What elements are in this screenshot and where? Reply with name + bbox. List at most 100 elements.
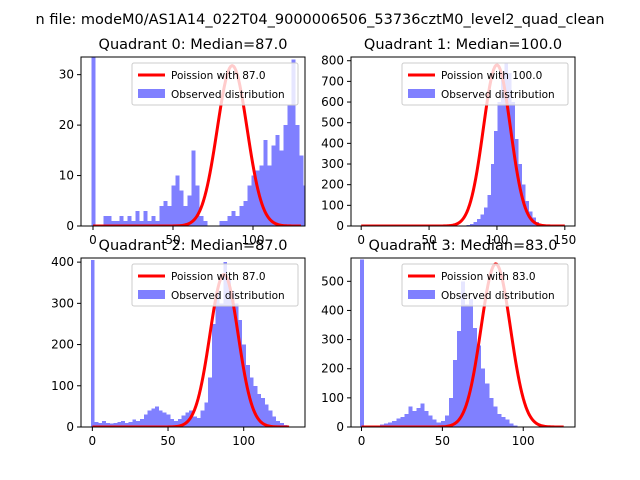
- histogram-bar: [193, 416, 197, 427]
- legend-observed-swatch: [138, 89, 165, 98]
- histogram-bar: [404, 413, 409, 427]
- histogram-bar: [497, 102, 502, 226]
- y-tick-label: 400: [321, 303, 344, 317]
- histogram-bar: [420, 403, 425, 427]
- y-tick-label: 200: [321, 178, 344, 192]
- histogram-bar: [124, 422, 129, 427]
- histogram-bar: [196, 417, 201, 427]
- histogram-bar: [509, 423, 514, 427]
- histogram-bar: [440, 421, 445, 427]
- histogram-bar: [388, 422, 393, 427]
- histogram-bar: [211, 323, 216, 427]
- histogram-bar: [215, 290, 220, 427]
- histogram-bar: [473, 221, 477, 226]
- histogram-bar: [272, 416, 277, 427]
- y-tick-label: 20: [59, 118, 74, 132]
- histogram-bar: [400, 416, 405, 427]
- histogram-bar: [283, 125, 288, 226]
- histogram-bar: [291, 59, 296, 226]
- legend-fit-label: Poission with 87.0: [171, 70, 266, 82]
- histogram-bar: [476, 218, 481, 226]
- histogram-bar: [444, 415, 449, 427]
- y-tick-label: 200: [321, 362, 344, 376]
- histogram-bar: [253, 385, 258, 427]
- histogram-bar: [511, 102, 515, 226]
- legend-fit-label: Poission with 83.0: [441, 271, 536, 283]
- histogram-bar: [171, 185, 176, 226]
- x-tick-label: 100: [232, 434, 255, 448]
- y-tick-label: 100: [321, 198, 344, 212]
- histogram-bar: [275, 135, 280, 226]
- axes-frame: [350, 257, 576, 428]
- y-tick-label: 200: [51, 338, 74, 352]
- histogram-bar: [255, 170, 260, 226]
- y-tick-label: 0: [66, 420, 74, 434]
- histogram-bar: [195, 185, 200, 226]
- legend-observed-swatch: [138, 290, 165, 299]
- histogram-bar: [231, 210, 236, 226]
- legend-observed-swatch: [408, 89, 435, 98]
- histogram-bar: [174, 420, 178, 427]
- histogram-bar: [175, 175, 180, 226]
- histogram-bar: [323, 216, 327, 226]
- y-tick-label: 30: [59, 68, 74, 82]
- y-tick-label: 300: [51, 296, 74, 310]
- plot-area: [360, 62, 566, 226]
- histogram-bar: [128, 422, 133, 427]
- histogram-bar: [158, 410, 163, 427]
- poisson-fit-line: [360, 63, 566, 226]
- histogram-bar: [91, 57, 96, 226]
- histogram-bar: [465, 304, 470, 427]
- histogram-bar: [239, 205, 244, 226]
- histogram-bar: [143, 414, 148, 427]
- y-tick-label: 700: [321, 74, 344, 88]
- histogram-bar: [276, 420, 281, 427]
- histogram-bar: [514, 139, 519, 226]
- histogram-bar: [159, 205, 164, 226]
- histogram-bar: [123, 220, 128, 226]
- x-tick-label: 100: [512, 434, 535, 448]
- histogram-bar: [147, 410, 152, 427]
- histogram-bar: [162, 412, 167, 427]
- histogram-bar: [235, 215, 240, 226]
- histogram-bar: [136, 420, 141, 427]
- legend-box: [401, 62, 569, 106]
- poisson-fit-line: [92, 64, 302, 226]
- histogram-bar: [132, 419, 137, 427]
- histogram-bar: [261, 398, 265, 427]
- histogram-bar: [251, 175, 256, 226]
- histogram-bar: [497, 413, 502, 427]
- legend-fit-label: Poission with 87.0: [171, 271, 266, 283]
- histogram-bar: [416, 408, 421, 427]
- histogram-bar: [490, 164, 495, 226]
- histogram-bar: [131, 220, 136, 226]
- histogram-bar: [223, 220, 228, 226]
- legend-observed-label: Observed distribution: [441, 89, 555, 101]
- plot-area: [90, 260, 290, 427]
- axes-frame: [80, 257, 306, 428]
- histogram-bar: [469, 223, 474, 226]
- histogram-bar: [452, 359, 457, 427]
- histogram-bar: [481, 368, 486, 427]
- quadrant-3-panel: 0 50 100 0 100 200 300 400 500 Poission with 83.0…: [321, 238, 576, 448]
- x-tick-label: 0: [358, 434, 366, 448]
- histogram-bar: [115, 220, 120, 226]
- axes-frame: [350, 56, 576, 227]
- y-tick-label: 10: [59, 169, 74, 183]
- legend-box: [131, 62, 299, 106]
- histogram-bar: [223, 262, 228, 427]
- histogram-bar: [113, 422, 118, 427]
- histogram-bar: [259, 165, 264, 226]
- histogram-bar: [181, 415, 186, 427]
- histogram-bar: [408, 406, 413, 427]
- histogram-bar: [183, 205, 188, 226]
- histogram-bar: [170, 418, 175, 427]
- histogram-bar: [477, 345, 482, 427]
- histogram-bar: [111, 220, 116, 226]
- histogram-bar: [227, 215, 232, 226]
- figure-suptitle: n file: modeM0/AS1A14_022T04_9000006506_…: [36, 12, 605, 28]
- histogram-bar: [504, 62, 509, 226]
- histogram-bar: [448, 397, 453, 427]
- y-tick-label: 500: [321, 274, 344, 288]
- histogram-bar: [489, 397, 494, 427]
